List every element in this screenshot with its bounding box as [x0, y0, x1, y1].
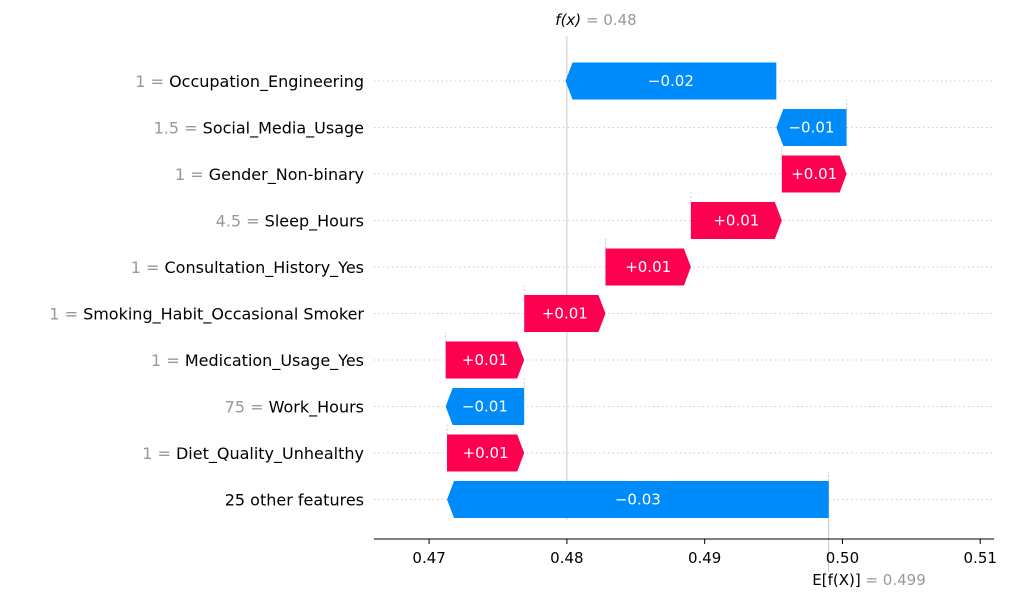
- feature-label: 1 = Occupation_Engineering: [135, 72, 364, 92]
- bar-value-label: +0.01: [462, 351, 508, 369]
- positive-bar: [445, 341, 525, 379]
- feature-value: 1 =: [151, 351, 185, 370]
- feature-label: 1 = Smoking_Habit_Occasional Smoker: [49, 305, 364, 325]
- feature-value: 4.5 =: [216, 212, 265, 231]
- fx-value: = 0.48: [581, 11, 637, 29]
- bar-value-label: −0.03: [615, 491, 661, 509]
- efx-label: E[f(X)] = 0.499: [812, 571, 926, 589]
- feature-name: Gender_Non-binary: [209, 165, 364, 185]
- feature-value: 1 =: [175, 165, 209, 184]
- x-tick-label: 0.50: [826, 549, 859, 567]
- x-tick-label: 0.51: [964, 549, 997, 567]
- positive-bar: [781, 155, 847, 193]
- bar-value-labels: −0.02 −0.01 +0.01 +0.01 +0.01 +0.01 +0.01 −0.01…: [462, 72, 837, 509]
- feature-name: Diet_Quality_Unhealthy: [176, 444, 364, 464]
- x-tick-label: 0.47: [412, 549, 445, 567]
- bar-value-label: −0.02: [648, 72, 694, 90]
- feature-value: 1.5 =: [154, 119, 203, 138]
- fx-key: f(x): [555, 11, 581, 29]
- negative-bar: [776, 109, 847, 146]
- feature-bars: [445, 62, 847, 518]
- efx-value: = 0.499: [861, 571, 926, 589]
- x-tick-label: 0.49: [688, 549, 721, 567]
- feature-label: 1 = Diet_Quality_Unhealthy: [142, 444, 364, 464]
- feature-label: 1.5 = Social_Media_Usage: [154, 119, 364, 139]
- feature-name: Smoking_Habit_Occasional Smoker: [83, 305, 364, 325]
- feature-label: 4.5 = Sleep_Hours: [216, 212, 364, 232]
- negative-bar: [445, 388, 525, 425]
- positive-bar: [524, 295, 606, 332]
- feature-label: 1 = Medication_Usage_Yes: [151, 351, 364, 371]
- fx-label: f(x) = 0.48: [555, 11, 636, 29]
- feature-value: 1 =: [142, 444, 176, 463]
- feature-name: Medication_Usage_Yes: [185, 351, 364, 371]
- positive-bar: [447, 434, 525, 472]
- feature-label: 1 = Consultation_History_Yes: [131, 258, 364, 278]
- feature-labels: 1 = Occupation_Engineering 1.5 = Social_M…: [49, 72, 364, 510]
- bar-value-label: +0.01: [713, 212, 759, 230]
- feature-label: 25 other features: [225, 491, 364, 510]
- bar-value-label: −0.01: [462, 398, 508, 416]
- positive-bar: [690, 202, 782, 239]
- feature-value: 1 =: [135, 72, 169, 91]
- x-tick-label: 0.48: [550, 549, 583, 567]
- bar-value-label: +0.01: [791, 165, 837, 183]
- bar-value-label: +0.01: [463, 444, 509, 462]
- negative-bar: [447, 481, 829, 518]
- positive-bar: [605, 248, 691, 286]
- bar-value-label: +0.01: [625, 258, 671, 276]
- feature-name: Work_Hours: [269, 398, 364, 418]
- efx-key: E[f(X)]: [812, 571, 860, 589]
- feature-label: 75 = Work_Hours: [225, 398, 364, 418]
- feature-name: Occupation_Engineering: [169, 72, 364, 92]
- x-axis: 0.47 0.48 0.49 0.50 0.51: [374, 538, 997, 567]
- negative-bar: [565, 62, 777, 100]
- feature-label: 1 = Gender_Non-binary: [175, 165, 364, 185]
- feature-name: 25 other features: [225, 491, 364, 510]
- feature-name: Consultation_History_Yes: [165, 258, 365, 278]
- bar-value-label: +0.01: [542, 305, 588, 323]
- feature-value: 75 =: [225, 398, 269, 417]
- feature-name: Social_Media_Usage: [203, 119, 364, 139]
- feature-value: 1 =: [131, 258, 165, 277]
- bar-value-label: −0.01: [788, 119, 834, 137]
- feature-name: Sleep_Hours: [265, 212, 364, 232]
- feature-value: 1 =: [49, 305, 83, 324]
